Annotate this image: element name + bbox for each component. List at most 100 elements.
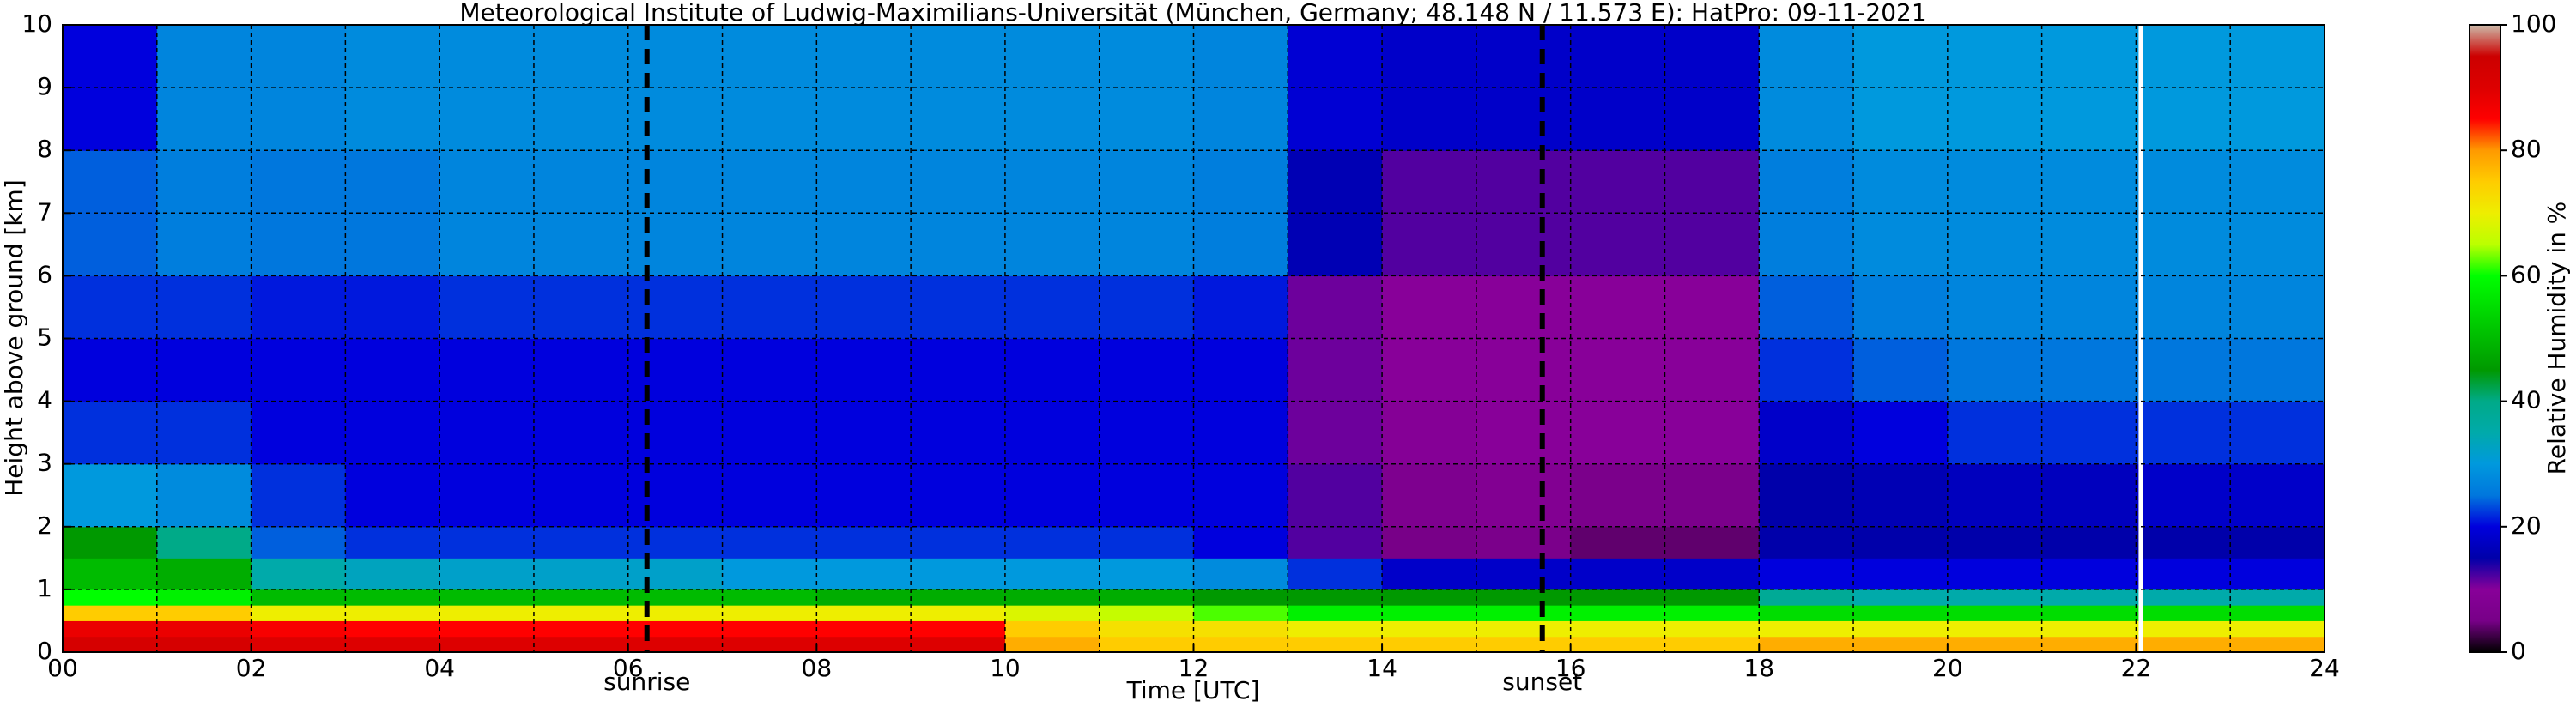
heatmap-cell [1476, 636, 1572, 653]
heatmap-cell [1664, 620, 1760, 638]
x-tick-label: 22 [2121, 654, 2152, 682]
heatmap-cell [911, 463, 1006, 528]
y-tick-label: 10 [21, 9, 52, 38]
heatmap-cell [1288, 275, 1383, 339]
heatmap-cell [1004, 605, 1100, 621]
heatmap-cell [63, 526, 158, 559]
heatmap-cell [1004, 589, 1100, 606]
heatmap-cell [156, 338, 252, 402]
heatmap-cell [1759, 636, 1854, 653]
heatmap-cell [1382, 463, 1477, 528]
heatmap-cell [156, 620, 252, 638]
heatmap-cell [2041, 636, 2137, 653]
heatmap-cell [1664, 401, 1760, 465]
y-tick-label: 5 [37, 323, 52, 352]
heatmap-cell [816, 338, 912, 402]
heatmap-cell [1664, 338, 1760, 402]
heatmap-cell [816, 620, 912, 638]
heatmap-cell [911, 620, 1006, 638]
heatmap-cell [2041, 605, 2137, 621]
heatmap-cell [345, 589, 440, 606]
heatmap-cell [911, 605, 1006, 621]
colorbar [2469, 24, 2501, 653]
heatmap-cell [63, 605, 158, 621]
heatmap-cell [816, 558, 912, 590]
heatmap-cell [816, 605, 912, 621]
heatmap-cell [1288, 526, 1383, 559]
heatmap-cell [533, 338, 629, 402]
event-label: sunrise [603, 668, 690, 696]
heatmap-cell [1664, 605, 1760, 621]
heatmap-cell [1099, 401, 1194, 465]
heatmap-cell [1099, 275, 1194, 339]
heatmap-cell [439, 463, 535, 528]
heatmap-cell [1099, 463, 1194, 528]
heatmap-cell [345, 605, 440, 621]
heatmap-cell [2136, 589, 2231, 606]
heatmap-cell [2230, 463, 2325, 528]
heatmap-cell [1476, 275, 1572, 339]
colorbar-tick-label: 20 [2511, 511, 2542, 540]
heatmap-cell [722, 401, 817, 465]
y-tick-label: 4 [37, 386, 52, 414]
heatmap-cell [1004, 338, 1100, 402]
x-tick-label: 08 [802, 654, 833, 682]
heatmap-cell [1759, 150, 1854, 276]
heatmap-cell [439, 636, 535, 653]
heatmap-cell [156, 558, 252, 590]
heatmap-cell [1193, 338, 1288, 402]
heatmap-cell [1382, 558, 1477, 590]
heatmap-cell [345, 25, 440, 151]
x-tick-label: 14 [1367, 654, 1397, 682]
heatmap-cell [1193, 275, 1288, 339]
heatmap-cell [1664, 463, 1760, 528]
heatmap-cell [627, 558, 724, 590]
heatmap-cell [1004, 526, 1100, 559]
y-tick-label: 8 [37, 135, 52, 163]
heatmap-cell [2136, 275, 2231, 339]
heatmap-cell [1947, 620, 2043, 638]
x-tick-label: 18 [1743, 654, 1774, 682]
heatmap-cell [1288, 605, 1383, 621]
heatmap-cell [533, 558, 629, 590]
heatmap-cell [1853, 558, 1949, 590]
heatmap-cell [156, 605, 252, 621]
heatmap-cell [345, 275, 440, 339]
heatmap-cell [1759, 558, 1854, 590]
heatmap-cell [251, 605, 346, 621]
heatmap-cell [2230, 589, 2325, 606]
heatmap-cell [1382, 338, 1477, 402]
heatmap-cell [816, 526, 912, 559]
y-tick-label: 3 [37, 449, 52, 477]
heatmap-cell [1570, 401, 1665, 465]
heatmap-cell [439, 620, 535, 638]
heatmap-cell [1288, 589, 1383, 606]
heatmap-cell [1664, 636, 1760, 653]
heatmap-cell [533, 605, 629, 621]
heatmap-cell [627, 526, 724, 559]
y-tick-label: 9 [37, 72, 52, 100]
heatmap-cell [1193, 589, 1288, 606]
heatmap-cell [1004, 636, 1100, 653]
x-tick-label: 20 [1932, 654, 1963, 682]
heatmap-cell [911, 526, 1006, 559]
heatmap-cell [1947, 463, 2043, 528]
heatmap-cell [345, 150, 440, 276]
heatmap-cell [627, 463, 724, 528]
heatmap-cell [2136, 401, 2231, 465]
heatmap-cell [627, 338, 724, 402]
heatmap-cell [1853, 338, 1949, 402]
y-tick-label: 0 [37, 637, 52, 665]
heatmap-cell [1853, 605, 1949, 621]
heatmap-cell [2136, 636, 2231, 653]
heatmap-cell [1947, 338, 2043, 402]
heatmap-cell [345, 620, 440, 638]
x-tick-label: 12 [1179, 654, 1209, 682]
heatmap-cell [1853, 636, 1949, 653]
heatmap-cell [1947, 605, 2043, 621]
heatmap-cell [2230, 636, 2325, 653]
colorbar-tick-label: 100 [2511, 9, 2556, 38]
heatmap-cell [722, 338, 817, 402]
heatmap-cell [1570, 620, 1665, 638]
x-tick-label: 10 [990, 654, 1021, 682]
